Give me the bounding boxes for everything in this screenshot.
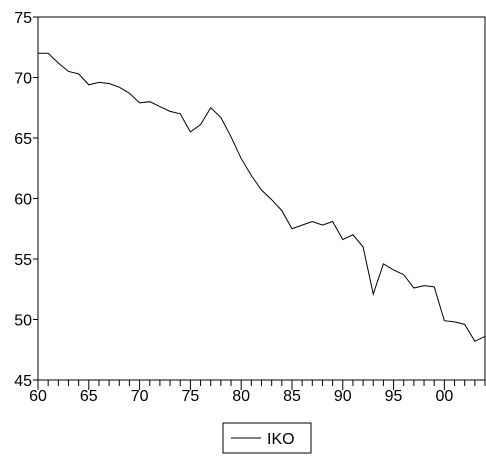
y-tick-label: 65: [14, 131, 32, 148]
x-tick-label: 80: [232, 388, 250, 405]
plot-area-frame: [37, 16, 486, 381]
y-tick-label: 60: [14, 192, 32, 209]
series-points: [37, 53, 486, 342]
y-tick-label: 45: [14, 373, 32, 390]
y-axis: 45 50 55 60 65 70 75: [14, 10, 38, 390]
legend-label-iko: IKO: [267, 431, 295, 448]
x-tick-label: 65: [80, 388, 98, 405]
y-tick-label: 50: [14, 313, 32, 330]
y-tick-label: 75: [14, 10, 32, 27]
x-tick-label: 60: [29, 388, 47, 405]
x-tick-label: 75: [181, 388, 199, 405]
legend: IKO: [222, 422, 312, 454]
series-line-iko: [38, 52, 486, 342]
y-tick-label: 70: [14, 71, 32, 88]
x-tick-label: 95: [385, 388, 403, 405]
y-tick-label: 55: [14, 252, 32, 269]
x-tick-label: 70: [131, 388, 149, 405]
x-axis: 60 65 70 75 80 85 90 95 00: [29, 380, 486, 405]
x-tick-label: 85: [283, 388, 301, 405]
x-tick-label: 90: [334, 388, 352, 405]
x-tick-label: 00: [435, 388, 453, 405]
